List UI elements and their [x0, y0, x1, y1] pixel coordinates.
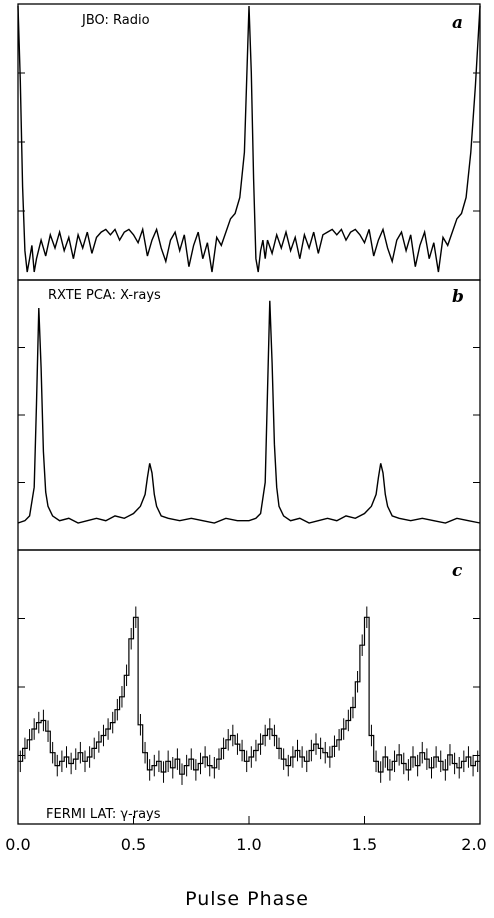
- panel-c-frame: [17, 549, 481, 825]
- panel-a-label: JBO: Radio: [81, 13, 150, 28]
- x-tick-label: 0.0: [5, 835, 30, 854]
- panel-b-frame: [17, 279, 481, 551]
- panel-c-tag: c: [452, 561, 463, 581]
- x-tick-label: 0.5: [121, 835, 146, 854]
- series-step: [18, 616, 480, 775]
- panel-a-tag: a: [452, 13, 463, 33]
- x-tick-label: 1.0: [236, 835, 261, 854]
- x-tick-label: 1.5: [352, 835, 377, 854]
- x-tick-label: 2.0: [461, 835, 486, 854]
- panel-b-label: RXTE PCA: X-rays: [48, 288, 161, 303]
- series-line: [17, 5, 481, 273]
- panel-c-label: FERMI LAT: γ-rays: [46, 807, 161, 822]
- panel-b-tag: b: [452, 287, 464, 307]
- ticks-group: [17, 72, 481, 824]
- series-line: [17, 300, 481, 524]
- x-axis-title: Pulse Phase: [185, 888, 309, 910]
- traces-group: [17, 5, 481, 785]
